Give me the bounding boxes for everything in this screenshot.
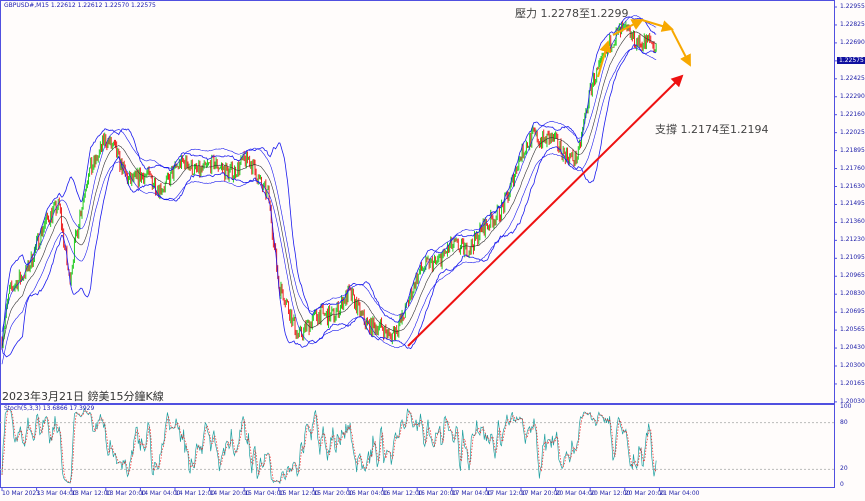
bollinger-lower — [1, 44, 657, 358]
stoch-tick-label: 20 — [840, 465, 848, 473]
time-label: 14 Mar 20:00 — [209, 490, 250, 497]
price-label: 1.20565 — [840, 326, 865, 334]
price-label: 1.20695 — [840, 308, 865, 316]
price-label: 1.21360 — [840, 218, 865, 226]
plot-frame — [0, 0, 835, 488]
price-label: 1.22290 — [840, 92, 865, 100]
support-arrow — [407, 74, 684, 347]
symbol-header: GBPUSD#,M15 1.22612 1.22612 1.22570 1.22… — [4, 2, 156, 9]
price-label: 1.22825 — [840, 20, 865, 28]
price-label: 1.20030 — [840, 397, 865, 405]
time-label: 20 Mar 12:00 — [590, 490, 631, 497]
price-label: 1.21895 — [840, 146, 865, 154]
price-label: 1.21095 — [840, 254, 865, 262]
time-label: 14 Mar 04:00 — [140, 490, 181, 497]
price-label: 1.22955 — [840, 3, 865, 10]
time-label: 17 Mar 04:00 — [451, 490, 492, 497]
bollinger-upper — [1, 16, 657, 349]
price-label: 1.21630 — [840, 182, 865, 190]
price-label: 1.20965 — [840, 272, 865, 280]
time-label: 17 Mar 12:00 — [486, 490, 527, 497]
time-label: 16 Mar 04:00 — [348, 490, 389, 497]
stoch-signal-line — [1, 409, 657, 484]
envelope-upper — [1, 15, 657, 332]
envelope-lower — [1, 47, 657, 365]
price-label: 1.22690 — [840, 38, 865, 46]
stoch-tick-label: 0 — [840, 481, 844, 488]
price-label: 1.22575 — [837, 56, 865, 64]
resistance-annotation: 壓力 1.2278至1.2299 — [515, 7, 629, 20]
stoch-label: Stoch(5,3,3) 13.6866 17.3929 — [4, 405, 95, 412]
time-label: 14 Mar 12:00 — [175, 490, 216, 497]
stoch-tick-label: 80 — [840, 418, 848, 426]
price-label: 1.20430 — [840, 344, 865, 352]
support-annotation: 支撐 1.2174至1.2194 — [655, 123, 769, 136]
bollinger-middle — [1, 31, 657, 349]
price-label: 1.20165 — [840, 379, 865, 387]
price-label: 1.22025 — [840, 128, 865, 136]
resistance-arrow — [641, 19, 674, 32]
time-label: 16 Mar 20:00 — [417, 490, 458, 497]
chart-caption: 2023年3月21日 鎊美15分鐘K線 — [2, 390, 164, 403]
price-label: 1.20830 — [840, 290, 865, 298]
time-label: 13 Mar 12:00 — [71, 490, 112, 497]
resistance-arrow — [671, 29, 691, 67]
stoch-tick-label: 100 — [840, 403, 852, 410]
resistance-arrow — [612, 19, 644, 36]
time-label: 15 Mar 12:00 — [278, 490, 319, 497]
time-label: 13 Mar 20:00 — [105, 490, 146, 497]
time-label: 10 Mar 2023 — [2, 490, 41, 497]
price-label: 1.20300 — [840, 362, 865, 369]
time-label: 15 Mar 20:00 — [313, 490, 354, 497]
time-label: 17 Mar 20:00 — [521, 490, 562, 497]
resistance-arrow — [597, 40, 612, 78]
price-label: 1.22160 — [840, 110, 865, 118]
price-label: 1.21230 — [840, 236, 865, 244]
time-label: 16 Mar 12:00 — [382, 490, 423, 497]
time-label: 21 Mar 04:00 — [659, 490, 700, 497]
time-label: 20 Mar 04:00 — [555, 490, 596, 497]
time-label: 15 Mar 04:00 — [244, 490, 285, 497]
time-label: 13 Mar 04:00 — [36, 490, 77, 497]
time-label: 20 Mar 20:00 — [624, 490, 665, 497]
price-label: 1.21495 — [840, 200, 865, 208]
price-label: 1.21760 — [840, 164, 865, 172]
price-label: 1.22425 — [840, 74, 865, 82]
